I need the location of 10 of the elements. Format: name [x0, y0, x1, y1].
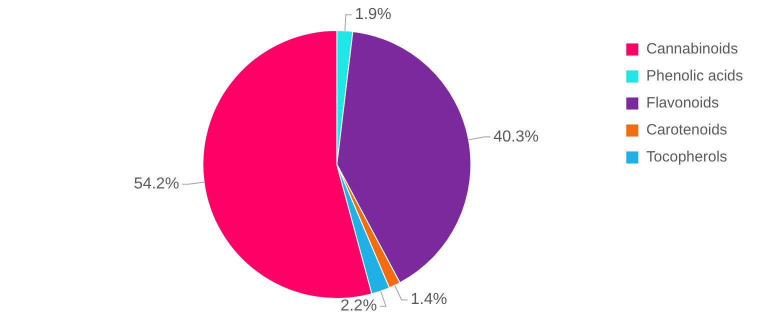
- data-label: 54.2%: [134, 176, 180, 193]
- legend-label: Phenolic acids: [646, 68, 744, 85]
- data-label: 1.4%: [410, 291, 448, 308]
- data-label: 1.9%: [354, 6, 392, 24]
- data-label: 2.2%: [340, 298, 377, 315]
- legend-label: Cannabinoids: [646, 40, 738, 58]
- legend-label: Tocopherols: [646, 148, 728, 166]
- legend-label: Carotenoids: [646, 122, 728, 139]
- legend-label: Flavonoids: [646, 94, 719, 112]
- data-label: 40.3%: [493, 128, 539, 146]
